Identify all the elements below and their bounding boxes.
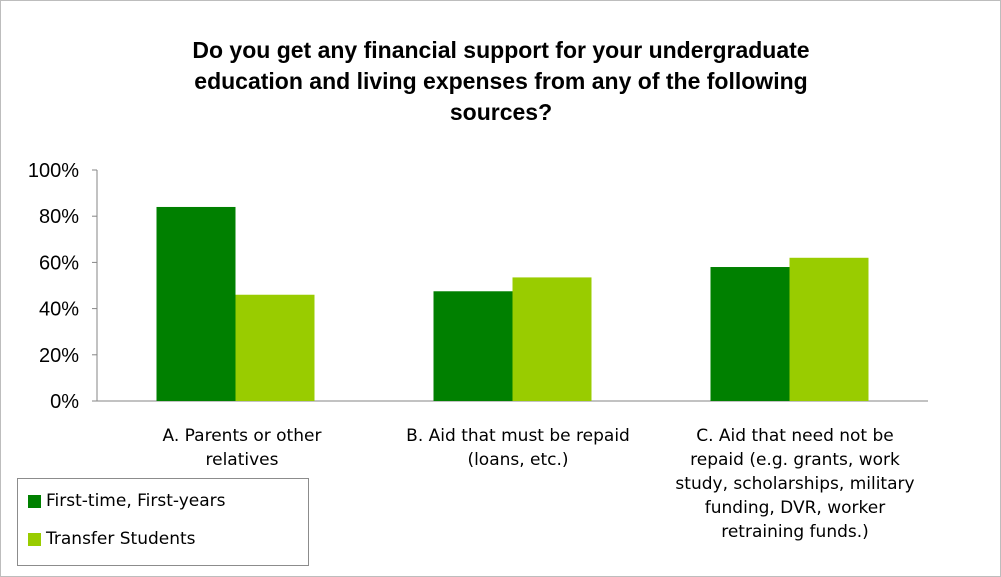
legend-label-transfer: Transfer Students	[46, 529, 196, 549]
legend-item-first-time: First-time, First-years	[28, 489, 226, 513]
y-tick-label: 40%	[39, 299, 79, 321]
legend-swatch-first-time	[28, 494, 41, 508]
bar-first-time-a	[156, 206, 236, 401]
bar-transfer-b	[512, 277, 592, 401]
y-tick-label: 80%	[39, 206, 79, 228]
y-tick-label: 60%	[39, 252, 79, 274]
legend-swatch-transfer	[28, 532, 41, 546]
bar-transfer-a	[235, 294, 315, 401]
category-label-a: A. Parents or other relatives	[162, 426, 322, 470]
legend-item-transfer: Transfer Students	[28, 527, 196, 551]
legend-label-first-time: First-time, First-years	[46, 491, 226, 511]
bar-first-time-b	[433, 291, 513, 401]
bar-transfer-c	[789, 257, 869, 401]
category-label-b: B. Aid that must be repaid (loans, etc.)	[406, 426, 630, 470]
y-tick-label: 0%	[50, 391, 79, 413]
bar-first-time-c	[710, 267, 790, 401]
legend: First-time, First-years Transfer Student…	[17, 478, 309, 566]
y-tick-label: 20%	[39, 345, 79, 367]
category-label-c: C. Aid that need not be repaid (e.g. gra…	[675, 426, 915, 542]
y-tick-label: 100%	[28, 160, 79, 182]
chart-title: Do you get any financial support for you…	[192, 37, 810, 125]
